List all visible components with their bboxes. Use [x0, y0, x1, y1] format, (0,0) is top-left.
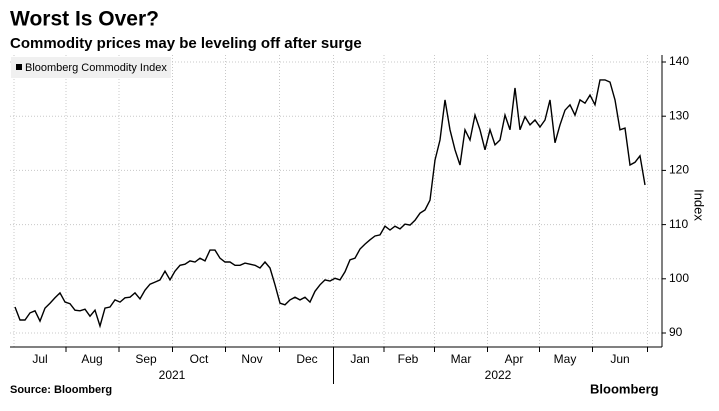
y-tick-label: 120: [669, 163, 689, 177]
legend-label: Bloomberg Commodity Index: [25, 62, 167, 74]
y-tick-label: 130: [669, 108, 689, 122]
x-tick-label: Feb: [398, 352, 419, 366]
line: [14, 79, 646, 329]
source: Source: Bloomberg: [10, 384, 112, 396]
y-tick-label: 140: [669, 54, 689, 68]
x-tick-label: Apr: [505, 352, 524, 366]
x-tick-label: Aug: [81, 352, 102, 366]
x-tick-label: Oct: [190, 352, 209, 366]
x-tick-label: Sep: [135, 352, 157, 366]
y-tick-label: 110: [669, 217, 688, 231]
year-label: 2022: [485, 368, 512, 382]
x-tick-label: May: [554, 352, 577, 366]
x-tick-label: Nov: [241, 352, 262, 366]
chart-title: Worst Is Over?: [10, 8, 159, 31]
x-tick-label: Jun: [610, 352, 629, 366]
chart-subtitle: Commodity prices may be leveling off aft…: [10, 35, 362, 52]
logo: Bloomberg: [590, 381, 659, 396]
x-tick-label: Jan: [350, 352, 369, 366]
x-tick-label: Jul: [32, 352, 47, 366]
x-tick-label: Dec: [296, 352, 317, 366]
y-tick-label: 100: [669, 271, 689, 285]
x-tick-label: Mar: [451, 352, 472, 366]
y-tick-label: 90: [669, 325, 683, 339]
y-axis-label: Index: [692, 189, 707, 221]
legend-swatch: [16, 64, 22, 70]
year-label: 2021: [159, 368, 186, 382]
legend-box: [11, 57, 171, 78]
